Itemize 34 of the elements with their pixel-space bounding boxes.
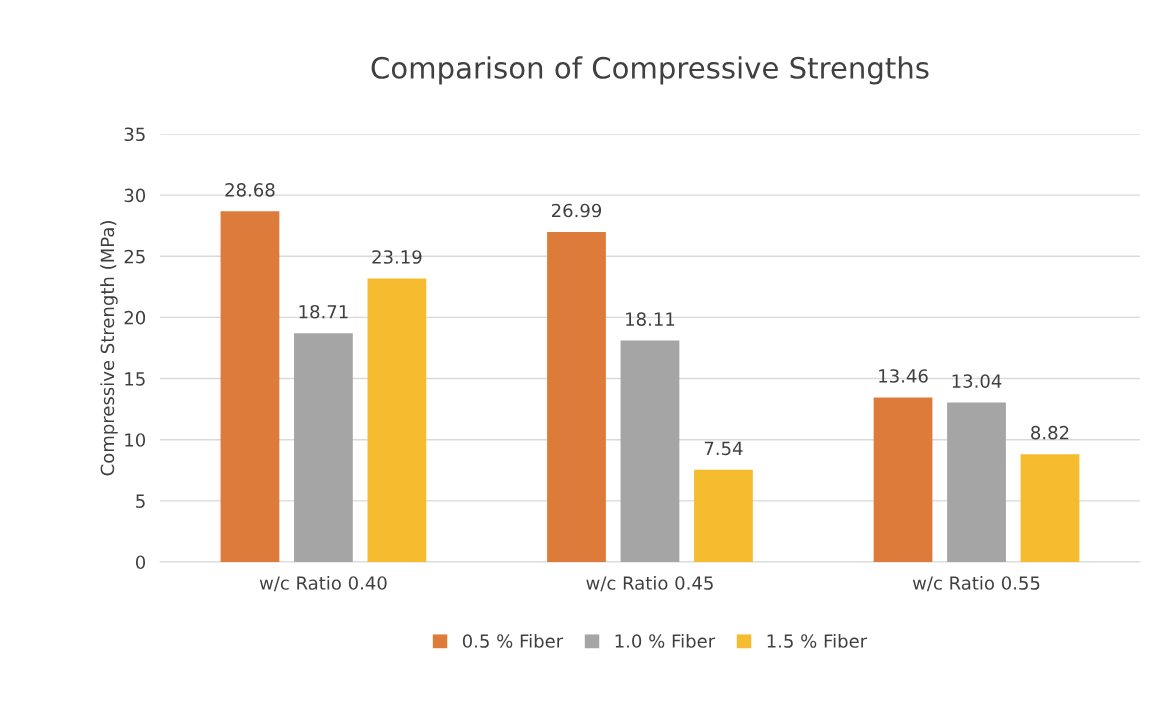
data-label: 13.04 (952, 374, 1002, 388)
data-label: 18.71 (299, 304, 348, 319)
data-label: 13.46 (879, 369, 928, 383)
data-label: 18.11 (626, 312, 675, 326)
bar (947, 402, 1006, 562)
y-axis-title: Compressive Strength (MPa) (100, 221, 118, 476)
y-tick-label: 20 (124, 310, 146, 325)
legend-label: 1.0 % Fiber (615, 633, 716, 648)
chart-title: Comparison of Compressive Strengths (371, 56, 929, 85)
legend-label: 1.5 % Fiber (767, 633, 868, 648)
legend-label: 0.5 % Fiber (462, 633, 564, 648)
bar (1020, 454, 1080, 562)
x-tick-label: w/c Ratio 0.45 (586, 575, 713, 592)
y-tick-label: 35 (124, 127, 145, 142)
bar (620, 340, 680, 562)
y-tick-label: 25 (124, 249, 145, 264)
bar (873, 397, 933, 562)
y-tick-label: 5 (136, 494, 145, 508)
bar (220, 211, 280, 562)
data-label: 23.19 (372, 250, 422, 264)
bar (694, 469, 753, 562)
bar (547, 231, 606, 562)
data-label: 26.99 (551, 203, 602, 218)
bar (367, 278, 427, 562)
data-label: 7.54 (704, 441, 743, 456)
y-tick-label: 30 (124, 188, 146, 203)
data-label: 28.68 (225, 182, 275, 197)
y-tick-label: 0 (135, 555, 146, 570)
y-tick-label: 10 (125, 433, 146, 447)
x-tick-label: w/c Ratio 0.55 (912, 575, 1040, 592)
bar (294, 333, 353, 562)
data-label: 8.82 (1031, 425, 1069, 440)
x-tick-label: w/c Ratio 0.40 (259, 575, 387, 592)
y-tick-label: 15 (125, 372, 145, 386)
